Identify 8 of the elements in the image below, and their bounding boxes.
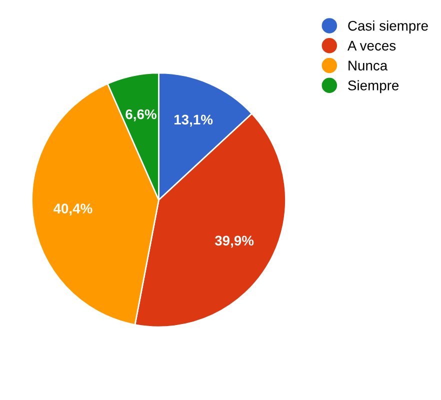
- data-label: 40,4%: [53, 204, 92, 216]
- legend-label: A veces: [347, 40, 396, 51]
- data-label: 39,9%: [214, 236, 254, 248]
- legend-label: Casi siempre: [348, 20, 428, 34]
- legend-label: Nunca: [348, 60, 388, 70]
- data-label: 13,1%: [174, 114, 213, 127]
- data-label: 6,6%: [126, 109, 156, 122]
- legend-label: Siempre: [348, 80, 399, 94]
